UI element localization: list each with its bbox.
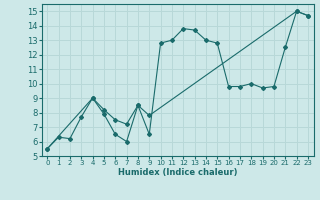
X-axis label: Humidex (Indice chaleur): Humidex (Indice chaleur) (118, 168, 237, 177)
